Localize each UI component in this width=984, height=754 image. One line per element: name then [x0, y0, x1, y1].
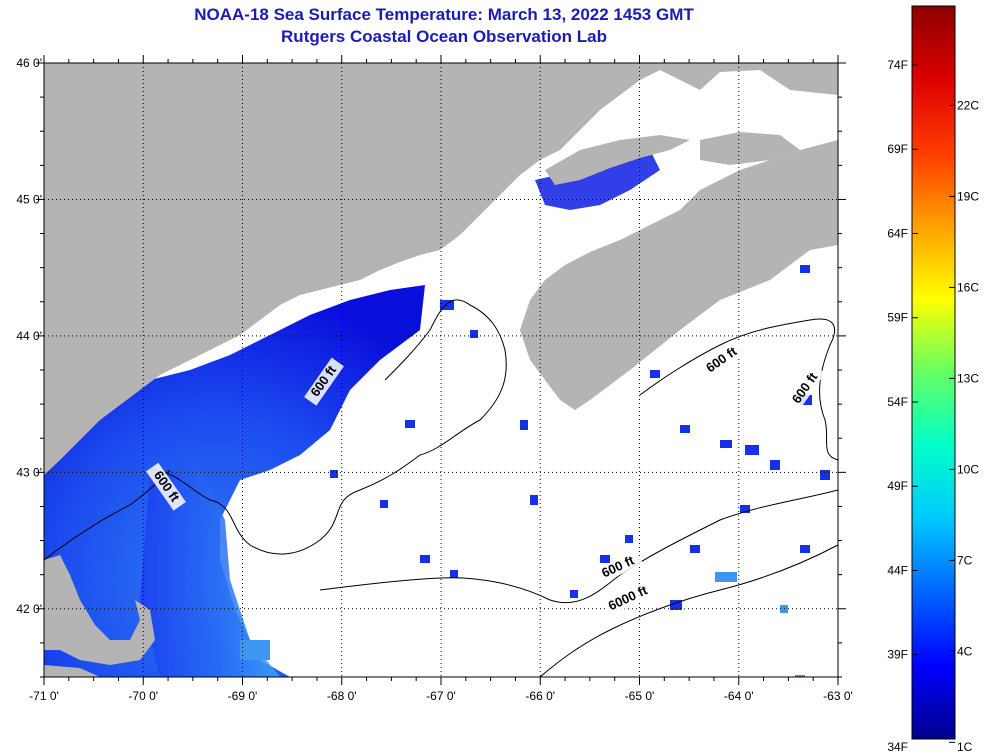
colorbar-c-label: 10C: [957, 462, 979, 476]
lon-tick-label: -71 0': [29, 689, 59, 703]
land-pei-area: [700, 132, 800, 165]
lon-tick-label: -67 0': [426, 689, 456, 703]
lat-tick-label: 42 0': [16, 602, 42, 616]
contour-label-bg: [593, 550, 644, 585]
sst-fundy-water: [535, 150, 660, 210]
contour-600ft-georges: [319, 489, 838, 604]
lon-tick-label: -66 0': [525, 689, 555, 703]
colorbar-c-label: 19C: [957, 189, 979, 203]
colorbar-c-label: 16C: [957, 280, 979, 294]
colorbar-fahrenheit-ticks: 34F 39F 44F 49F 54F 59F 64F 69F 74F: [887, 58, 918, 754]
lon-tick-label: -70 0': [128, 689, 158, 703]
colorbar-f-label: 44F: [887, 563, 908, 577]
lon-tick-label: -65 0': [625, 689, 655, 703]
contour-label-bg: [304, 357, 344, 406]
land-new-england: [44, 63, 838, 475]
depth-contours: [44, 299, 838, 677]
land-cape-cod: [44, 555, 155, 665]
colorbar-f-label: 74F: [887, 58, 908, 72]
colorbar-c-label: 13C: [957, 371, 979, 385]
contour-label-bg: [146, 462, 186, 511]
land-fundy-shore: [545, 135, 690, 185]
land-nova-scotia: [520, 140, 838, 410]
lat-tick-label: 44 0': [16, 329, 42, 343]
colorbar-f-label: 59F: [887, 311, 908, 325]
colorbar-c-label: 22C: [957, 98, 979, 112]
contour-label-bg: [697, 340, 746, 381]
colorbar-f-label: 39F: [887, 648, 908, 662]
longitude-axis: -71 0' -70 0' -69 0' -68 0' -67 0' -66 0' -65 …: [29, 55, 853, 703]
sst-shelf-water: [140, 470, 280, 677]
contour-600ft-scotian: [639, 318, 838, 461]
lat-tick-label: 46 0': [16, 56, 42, 70]
lat-lon-grid: [44, 63, 838, 677]
colorbar-scale: [911, 5, 956, 740]
lat-tick-label: 45 0': [16, 192, 42, 206]
colorbar-f-label: 49F: [887, 479, 908, 493]
colorbar-f-label: 64F: [887, 226, 908, 240]
colorbar-f-label: 34F: [887, 740, 908, 754]
lat-tick-label: 43 0': [16, 465, 42, 479]
contour-label-bg: [785, 364, 826, 413]
map-subtitle: Rutgers Coastal Ocean Observation Lab: [281, 27, 607, 46]
colorbar-c-label: 1C: [957, 740, 973, 754]
lon-tick-label: -64 0': [724, 689, 754, 703]
lon-tick-label: -63 0': [823, 689, 853, 703]
colorbar-f-label: 54F: [887, 395, 908, 409]
contour-6000ft: [539, 544, 838, 677]
contour-label-bg: [603, 581, 654, 616]
lon-tick-label: -68 0': [327, 689, 357, 703]
land-islands: [44, 665, 100, 677]
lon-tick-label: -69 0': [228, 689, 258, 703]
colorbar-f-label: 69F: [887, 142, 908, 156]
contour-600ft-gulf-maine: [149, 299, 507, 555]
colorbar-c-label: 7C: [957, 553, 973, 567]
latitude-axis: 46 0' 45 0' 44 0' 43 0' 42 0': [16, 56, 846, 678]
colorbar-c-label: 4C: [957, 644, 973, 658]
map-title: NOAA-18 Sea Surface Temperature: March 1…: [194, 5, 694, 24]
colorbar-celsius-ticks: 1C 4C 7C 10C 13C 16C 19C 22C: [949, 98, 979, 754]
